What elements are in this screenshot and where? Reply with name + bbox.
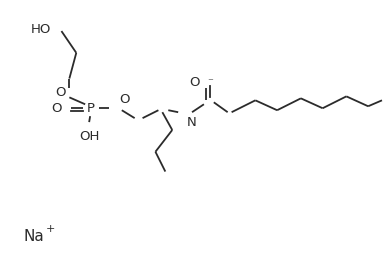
Text: O: O bbox=[51, 102, 61, 115]
Text: P: P bbox=[87, 102, 95, 115]
Text: O: O bbox=[190, 76, 200, 89]
Text: OH: OH bbox=[79, 130, 99, 143]
Text: O: O bbox=[119, 93, 129, 106]
Text: O: O bbox=[55, 86, 65, 99]
Text: N: N bbox=[187, 116, 197, 129]
Text: ⁻: ⁻ bbox=[207, 78, 213, 88]
Text: HO: HO bbox=[31, 23, 52, 35]
Text: +: + bbox=[46, 224, 55, 234]
Text: Na: Na bbox=[24, 229, 45, 244]
